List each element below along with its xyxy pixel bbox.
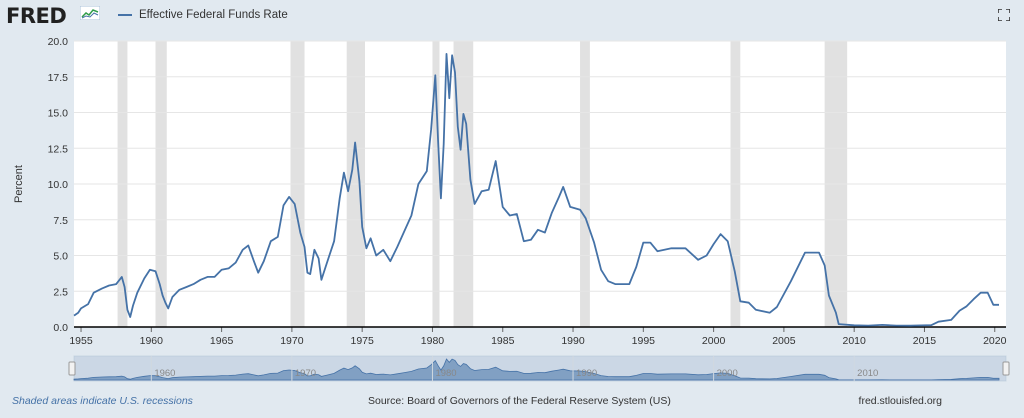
- legend-label: Effective Federal Funds Rate: [139, 9, 288, 21]
- x-tick-label: 2005: [772, 335, 796, 347]
- y-tick-label: 7.5: [53, 215, 68, 227]
- navigator-left-handle[interactable]: [68, 361, 76, 376]
- y-tick-label: 0.0: [53, 322, 68, 334]
- navigator-tick-label: 1970: [295, 368, 316, 379]
- fred-logo[interactable]: FRED: [6, 4, 67, 28]
- navigator-tick-label: 1980: [435, 368, 456, 379]
- x-axis-ticks: 1955 1960 1965 1970 1975 1980 1985 1990 1995 2000…: [69, 327, 1007, 347]
- y-axis-label: Percent: [13, 165, 25, 203]
- y-tick-label: 17.5: [48, 72, 69, 84]
- logo-graph-icon: [80, 6, 100, 20]
- navigator[interactable]: 1960 1970 1980 1990 2000 2010: [68, 355, 1010, 382]
- x-tick-label: 1985: [491, 335, 515, 347]
- x-tick-label: 2010: [843, 335, 867, 347]
- navigator-tick-label: 2010: [857, 368, 878, 379]
- navigator-series-area: [73, 358, 1000, 381]
- y-tick-label: 10.0: [48, 179, 69, 191]
- navigator-right-handle[interactable]: [1002, 361, 1010, 376]
- header-bar: FRED Effective Federal Funds Rate: [0, 0, 1024, 34]
- chart-legend[interactable]: Effective Federal Funds Rate: [118, 9, 288, 21]
- navigator-ticks: 1960 1970 1980 1990 2000 2010: [150, 356, 878, 381]
- chart-svg: 0.0 2.5 5.0 7.5 10.0 12.5 15.0 17.5 20.0 1955 196…: [13, 36, 1010, 382]
- y-tick-label: 20.0: [48, 36, 69, 48]
- recession-note-link[interactable]: Shaded areas indicate U.S. recessions: [12, 395, 193, 407]
- y-axis-ticks: 0.0 2.5 5.0 7.5 10.0 12.5 15.0 17.5 20.0: [48, 36, 69, 334]
- x-tick-label: 1960: [140, 335, 164, 347]
- x-tick-label: 1980: [421, 335, 445, 347]
- series-line-effective-federal-funds-rate: [73, 53, 999, 327]
- x-tick-label: 2000: [702, 335, 726, 347]
- x-tick-label: 1970: [280, 335, 304, 347]
- navigator-tick-label: 2000: [717, 368, 738, 379]
- navigator-tick-label: 1990: [576, 368, 597, 379]
- y-tick-label: 5.0: [53, 251, 68, 263]
- navigator-tick-label: 1960: [154, 368, 175, 379]
- legend-swatch: [118, 14, 132, 16]
- y-tick-label: 12.5: [48, 143, 69, 155]
- y-tick-label: 15.0: [48, 108, 69, 120]
- gridlines: [74, 40, 1006, 292]
- y-tick-label: 2.5: [53, 286, 68, 298]
- x-tick-label: 1995: [632, 335, 656, 347]
- x-tick-label: 2020: [983, 335, 1007, 347]
- x-tick-label: 1955: [69, 335, 93, 347]
- x-tick-label: 1965: [210, 335, 234, 347]
- x-tick-label: 2015: [913, 335, 937, 347]
- x-tick-label: 1975: [350, 335, 374, 347]
- footer: Shaded areas indicate U.S. recessions So…: [0, 393, 1024, 411]
- source-text: Source: Board of Governors of the Federa…: [368, 395, 671, 407]
- x-tick-label: 1990: [561, 335, 585, 347]
- site-link[interactable]: fred.stlouisfed.org: [858, 395, 942, 407]
